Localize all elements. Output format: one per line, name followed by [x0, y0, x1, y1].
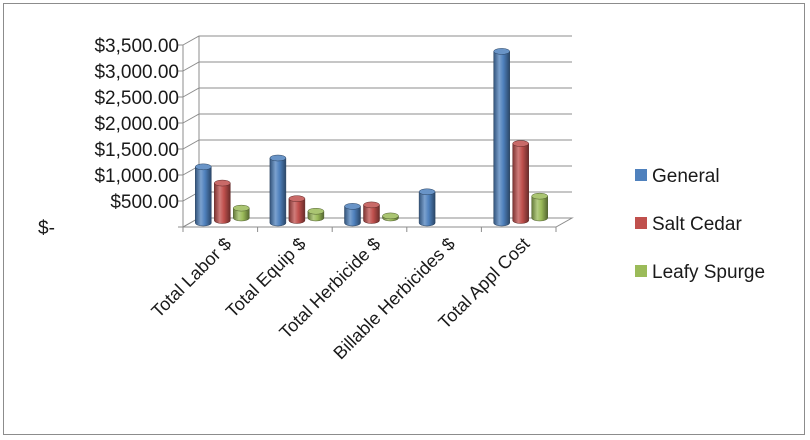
- legend-swatch: [635, 265, 647, 277]
- gridline: [182, 87, 572, 98]
- y-tick-label: $2,500.00: [94, 88, 179, 109]
- y-tick-label: $-: [38, 218, 55, 239]
- x-tick-label: Billable Herbicides $: [329, 234, 458, 363]
- y-tick-label: $1,500.00: [94, 140, 179, 161]
- legend-label: General: [652, 166, 720, 187]
- bar-leafy-spurge-0: [233, 204, 250, 222]
- bar-salt-cedar-4: [512, 140, 529, 224]
- y-tick-label: $3,000.00: [94, 62, 179, 83]
- chart-area: [3, 3, 805, 435]
- bar-salt-cedar-2: [363, 201, 380, 224]
- bar-leafy-spurge-4: [531, 192, 548, 222]
- bars: [195, 48, 548, 227]
- bar-leafy-spurge-1: [307, 207, 325, 222]
- y-tick-label: $500.00: [110, 192, 179, 213]
- bar-salt-cedar-1: [288, 195, 306, 224]
- bar-leafy-spurge-2: [382, 212, 399, 222]
- gridlines: [178, 35, 572, 232]
- gridline: [182, 61, 572, 72]
- y-axis-tick-labels: $- $500.00 $1,000.00 $1,500.00 $2,000.00 $2,5…: [38, 36, 179, 239]
- y-tick-label: $2,000.00: [94, 114, 179, 135]
- gridline: [182, 139, 572, 150]
- y-tick-label: $1,000.00: [94, 166, 179, 187]
- bar-general-3: [418, 188, 436, 227]
- legend-item-salt-cedar: Salt Cedar: [635, 214, 742, 235]
- legend-item-leafy-spurge: Leafy Spurge: [635, 262, 765, 283]
- gridline: [182, 35, 572, 46]
- legend-swatch: [635, 169, 647, 181]
- bar-general-2: [344, 203, 361, 227]
- gridline: [182, 113, 572, 124]
- bar-salt-cedar-0: [214, 179, 231, 224]
- legend-label: Salt Cedar: [652, 214, 742, 235]
- legend-item-general: General: [635, 166, 720, 187]
- bar-general-0: [195, 163, 212, 227]
- y-tick-label: $3,500.00: [94, 36, 179, 57]
- legend-label: Leafy Spurge: [652, 262, 765, 283]
- bar-general-1: [269, 154, 287, 227]
- bar-general-4: [493, 48, 510, 227]
- legend-swatch: [635, 217, 647, 229]
- legend: General Salt Cedar Leafy Spurge: [635, 166, 765, 283]
- x-axis-tick-labels: Total Labor $Total Equip $Total Herbicid…: [147, 234, 533, 363]
